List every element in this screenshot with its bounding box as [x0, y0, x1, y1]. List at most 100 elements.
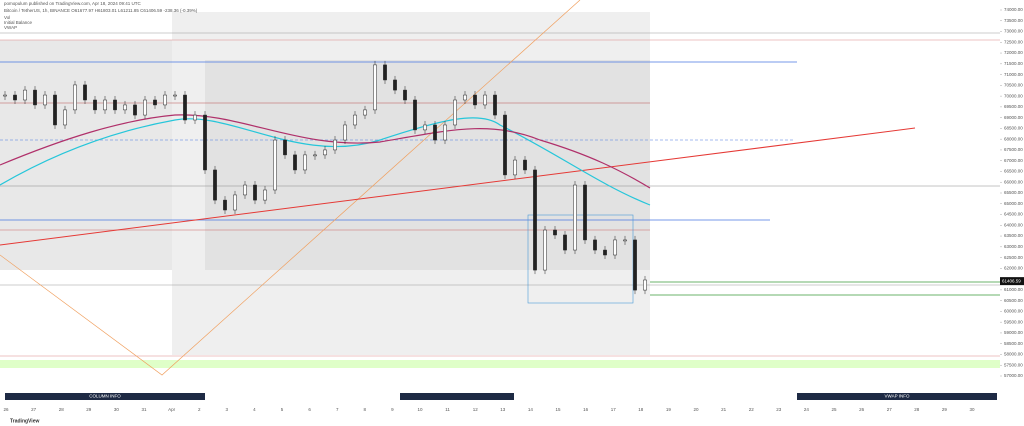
- x-tick-label: 26: [859, 407, 865, 412]
- candle: [483, 94, 487, 106]
- y-tick-label: 64500.00: [1004, 212, 1023, 217]
- candle: [393, 79, 397, 91]
- candle: [543, 229, 547, 271]
- candle: [453, 99, 457, 126]
- candle: [3, 94, 7, 97]
- candle: [413, 99, 417, 131]
- info-box-label: COLUMN INFO: [89, 394, 121, 399]
- y-tick-label: 70000.00: [1004, 93, 1023, 98]
- candle: [523, 159, 527, 171]
- candle: [83, 84, 87, 101]
- candle: [223, 199, 227, 211]
- candle: [633, 239, 637, 291]
- x-tick-label: 8: [364, 407, 367, 412]
- candle: [103, 99, 107, 111]
- x-tick-label: 18: [638, 407, 644, 412]
- y-tick-label: 62500.00: [1004, 255, 1023, 260]
- x-tick-label: 4: [253, 407, 256, 412]
- candle: [383, 64, 387, 81]
- candle: [613, 239, 617, 256]
- x-tick-label: 24: [804, 407, 810, 412]
- candle: [163, 94, 167, 106]
- candle: [513, 159, 517, 176]
- y-tick-label: 58500.00: [1004, 341, 1023, 346]
- candle: [583, 184, 587, 241]
- green-zone: [0, 360, 1000, 368]
- candle: [373, 64, 377, 111]
- x-tick-label: 28: [914, 407, 920, 412]
- candles: [3, 60, 647, 295]
- x-tick-label: 30: [969, 407, 975, 412]
- candle: [63, 109, 67, 126]
- symbol-line: Bitcoin / TetherUS, 1h, BINANCE O61677.9…: [4, 8, 198, 13]
- y-tick-label: 64000.00: [1004, 222, 1023, 227]
- y-tick-label: 63000.00: [1004, 244, 1023, 249]
- x-tick-label: 6: [308, 407, 311, 412]
- x-tick-label: 30: [114, 407, 120, 412]
- info-box: [400, 393, 514, 400]
- axis-bg: [1000, 0, 1024, 416]
- x-tick-label: 2: [198, 407, 201, 412]
- price-tag-label: 61406.59: [1002, 278, 1021, 283]
- candle: [403, 89, 407, 101]
- x-tick-label: 11: [445, 407, 450, 412]
- moving-average: [0, 117, 651, 206]
- y-tick-label: 66000.00: [1004, 179, 1023, 184]
- candle: [293, 154, 297, 171]
- y-tick-label: 73000.00: [1004, 29, 1023, 34]
- candle: [553, 229, 557, 236]
- candle: [603, 249, 607, 256]
- y-tick-label: 68500.00: [1004, 126, 1023, 131]
- orange-trend: [0, 0, 581, 376]
- x-tick-label: Apr: [168, 407, 176, 412]
- candle: [173, 94, 177, 97]
- x-tick-label: 12: [473, 407, 479, 412]
- candle: [643, 279, 647, 291]
- brand: TradingView: [10, 418, 39, 424]
- candle: [183, 94, 187, 121]
- y-tick-label: 71000.00: [1004, 72, 1023, 77]
- y-tick-label: 66500.00: [1004, 169, 1023, 174]
- y-tick-label: 57500.00: [1004, 362, 1023, 367]
- footer-bar: [0, 416, 1024, 426]
- x-tick-label: 17: [611, 407, 617, 412]
- x-tick-label: 14: [528, 407, 534, 412]
- candle: [13, 94, 17, 101]
- y-tick-label: 59000.00: [1004, 330, 1023, 335]
- candle: [473, 94, 477, 106]
- y-tick-label: 69500.00: [1004, 104, 1023, 109]
- candle: [133, 104, 137, 116]
- y-tick-label: 72000.00: [1004, 50, 1023, 55]
- shade-left: [0, 40, 172, 270]
- candle: [273, 139, 277, 191]
- y-tick-label: 60000.00: [1004, 309, 1023, 314]
- x-tick-label: 31: [141, 407, 147, 412]
- candle: [243, 184, 247, 196]
- x-tick-label: 28: [59, 407, 65, 412]
- x-tick-label: 27: [31, 407, 37, 412]
- time-axis: 26 27 28 29 30 31 Apr 2 3 4 5 6 7 8 9 10 11 12 13 14 15 16 17 1…: [3, 407, 975, 412]
- candle: [53, 94, 57, 126]
- candle: [423, 124, 427, 131]
- x-tick-label: 26: [3, 407, 9, 412]
- y-tick-label: 68000.00: [1004, 136, 1023, 141]
- y-tick-label: 70500.00: [1004, 83, 1023, 88]
- range-box: [527, 214, 634, 304]
- candle: [193, 114, 197, 121]
- candle: [343, 124, 347, 141]
- candle: [233, 194, 237, 211]
- candle: [503, 114, 507, 176]
- y-tick-label: 71500.00: [1004, 61, 1023, 66]
- candle: [43, 94, 47, 106]
- x-tick-label: 15: [555, 407, 561, 412]
- red-trend: [0, 127, 916, 246]
- y-tick-label: 67000.00: [1004, 158, 1023, 163]
- x-tick-label: 29: [86, 407, 92, 412]
- candle: [363, 109, 367, 116]
- x-tick-label: 10: [417, 407, 423, 412]
- y-tick-label: 74000.00: [1004, 7, 1023, 12]
- x-tick-label: 25: [831, 407, 837, 412]
- candle: [623, 239, 627, 242]
- y-tick-label: 59500.00: [1004, 319, 1023, 324]
